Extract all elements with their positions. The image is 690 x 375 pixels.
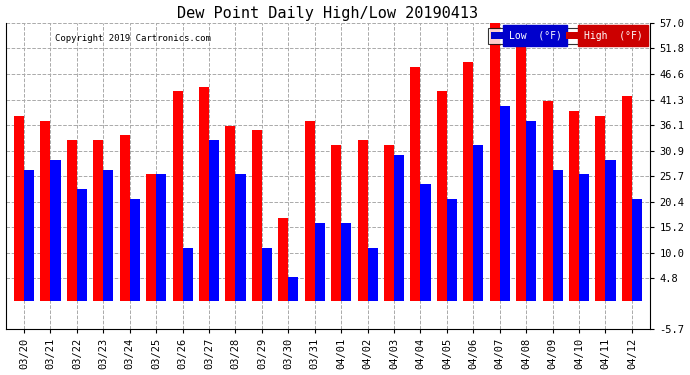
Bar	[288, 277, 298, 302]
Bar	[490, 18, 500, 302]
Bar	[606, 160, 615, 302]
Bar	[156, 174, 166, 302]
Bar	[622, 96, 632, 302]
Bar	[516, 43, 526, 302]
Bar	[104, 170, 113, 302]
Bar	[14, 116, 24, 302]
Bar	[77, 189, 87, 302]
Title: Dew Point Daily High/Low 20190413: Dew Point Daily High/Low 20190413	[177, 6, 479, 21]
Bar	[67, 140, 77, 302]
Bar	[357, 140, 368, 302]
Bar	[384, 145, 394, 302]
Bar	[130, 199, 140, 302]
Bar	[93, 140, 104, 302]
Bar	[226, 126, 235, 302]
Bar	[341, 223, 351, 302]
Bar	[632, 199, 642, 302]
Bar	[473, 145, 484, 302]
Bar	[542, 101, 553, 302]
Text: Copyright 2019 Cartronics.com: Copyright 2019 Cartronics.com	[55, 34, 211, 43]
Bar	[463, 62, 473, 302]
Bar	[305, 121, 315, 302]
Bar	[411, 67, 420, 302]
Bar	[579, 174, 589, 302]
Legend: Low  (°F), High  (°F): Low (°F), High (°F)	[489, 28, 646, 44]
Bar	[120, 135, 130, 302]
Bar	[447, 199, 457, 302]
Bar	[209, 140, 219, 302]
Bar	[500, 106, 510, 302]
Bar	[315, 223, 325, 302]
Bar	[368, 248, 377, 302]
Bar	[595, 116, 606, 302]
Bar	[235, 174, 246, 302]
Bar	[331, 145, 341, 302]
Bar	[278, 218, 288, 302]
Bar	[172, 92, 183, 302]
Bar	[24, 170, 34, 302]
Bar	[569, 111, 579, 302]
Bar	[146, 174, 156, 302]
Bar	[262, 248, 272, 302]
Bar	[183, 248, 193, 302]
Bar	[199, 87, 209, 302]
Bar	[394, 155, 404, 302]
Bar	[420, 184, 431, 302]
Bar	[553, 170, 562, 302]
Bar	[526, 121, 536, 302]
Bar	[437, 92, 447, 302]
Bar	[252, 130, 262, 302]
Bar	[41, 121, 50, 302]
Bar	[50, 160, 61, 302]
